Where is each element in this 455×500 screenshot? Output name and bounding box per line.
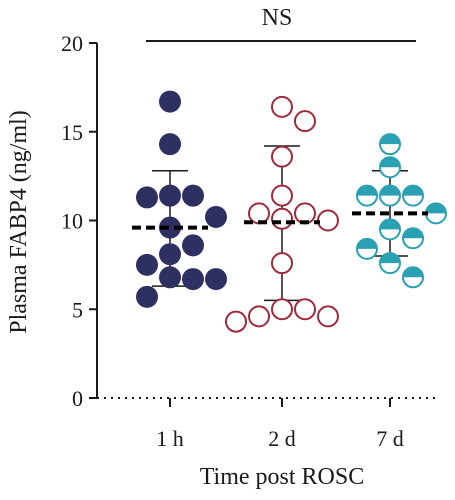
data-point (379, 252, 401, 275)
data-point (225, 310, 247, 333)
mean-lines (132, 211, 428, 230)
data-point (317, 305, 339, 328)
data-point (159, 184, 181, 207)
data-point (159, 216, 181, 239)
data-point (271, 252, 293, 275)
data-point (248, 305, 270, 328)
x-axis-label: Time post ROSC (200, 464, 365, 490)
data-point (271, 145, 293, 168)
x-tick-label: 1 h (156, 426, 184, 451)
y-axis-label: Plasma FABP4 (ng/ml) (6, 110, 32, 334)
data-point (356, 184, 378, 207)
y-tick-label: 0 (72, 386, 83, 411)
data-point (294, 110, 316, 133)
data-point (271, 207, 293, 230)
data-point-fill (426, 203, 446, 214)
data-point (271, 184, 293, 207)
y-tick-label: 10 (61, 209, 83, 234)
data-point (379, 184, 401, 207)
data-points (136, 90, 447, 333)
data-point (159, 90, 181, 113)
axes: 0 5 10 15 20 1 h 2 d 7 d (61, 31, 440, 451)
data-point (205, 205, 227, 228)
data-point-fill (357, 238, 377, 249)
data-point-fill (403, 267, 423, 278)
y-tick-label: 15 (61, 120, 83, 145)
data-point-fill (380, 157, 400, 168)
data-point (136, 186, 158, 209)
data-point (379, 218, 401, 241)
data-point (402, 266, 424, 289)
data-point (356, 237, 378, 260)
axis-labels: Plasma FABP4 (ng/ml) Time post ROSC NS (6, 5, 364, 490)
data-point (402, 184, 424, 207)
data-point (159, 243, 181, 266)
data-point (205, 268, 227, 291)
data-point (182, 184, 204, 207)
data-point (271, 95, 293, 118)
data-point (271, 298, 293, 321)
data-point (159, 133, 181, 156)
data-point-fill (380, 219, 400, 230)
data-point-fill (380, 134, 400, 145)
data-point (182, 234, 204, 257)
data-point-fill (403, 228, 423, 239)
data-point-fill (403, 185, 423, 196)
data-point (159, 266, 181, 289)
data-point (294, 298, 316, 321)
data-point (182, 268, 204, 291)
x-tick-label: 2 d (268, 426, 296, 451)
data-point (136, 253, 158, 276)
data-point (317, 209, 339, 232)
y-tick-label: 20 (61, 31, 83, 56)
y-tick-label: 5 (72, 297, 83, 322)
significance-annotation: NS (262, 5, 293, 31)
data-point (425, 202, 447, 225)
data-point (402, 227, 424, 250)
data-point (136, 285, 158, 308)
x-tick-label: 7 d (376, 426, 404, 451)
data-point-fill (380, 185, 400, 196)
data-point-fill (380, 253, 400, 264)
data-point (379, 156, 401, 179)
data-point (379, 133, 401, 156)
data-point-fill (357, 185, 377, 196)
